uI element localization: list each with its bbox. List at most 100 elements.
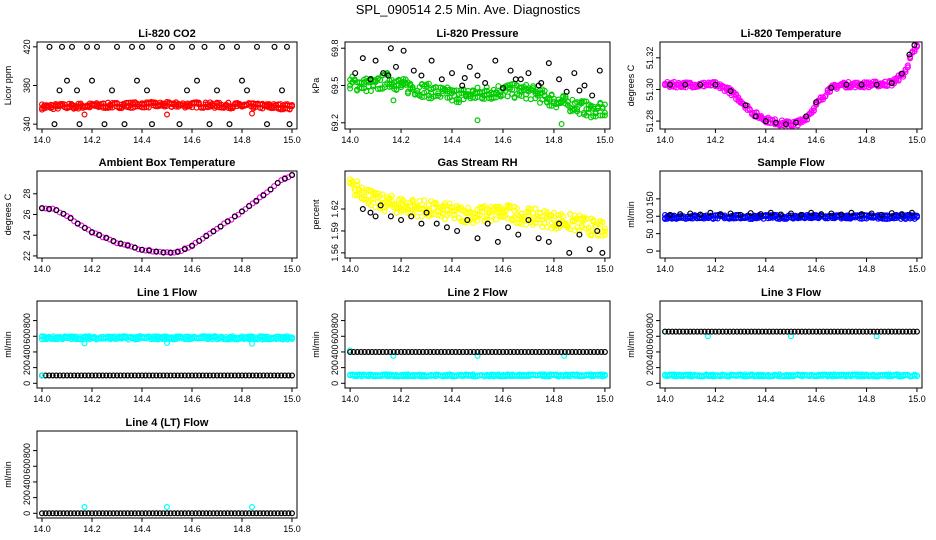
series-points bbox=[81, 504, 256, 511]
data-point bbox=[124, 372, 131, 379]
data-point bbox=[908, 209, 915, 216]
data-point bbox=[590, 217, 597, 224]
data-point bbox=[588, 232, 595, 239]
data-point bbox=[454, 227, 461, 234]
y-tick-label: 340 bbox=[22, 117, 32, 132]
data-point bbox=[543, 348, 550, 355]
x-tick-label: 14.6 bbox=[183, 135, 201, 145]
data-point bbox=[387, 348, 394, 355]
panel-title: Li-820 CO2 bbox=[138, 28, 195, 40]
data-point bbox=[181, 510, 188, 517]
data-point bbox=[433, 220, 440, 227]
data-point bbox=[289, 172, 296, 179]
series-points bbox=[46, 43, 293, 128]
outlier-point bbox=[558, 121, 565, 128]
data-point bbox=[285, 510, 292, 517]
data-point bbox=[359, 206, 366, 213]
data-point bbox=[56, 87, 63, 94]
data-point bbox=[121, 372, 128, 379]
data-point bbox=[149, 372, 156, 379]
data-point bbox=[767, 209, 774, 216]
data-point bbox=[347, 348, 354, 355]
data-point bbox=[260, 192, 267, 199]
x-tick-label: 14.6 bbox=[183, 524, 201, 534]
data-point bbox=[376, 348, 383, 355]
data-point bbox=[904, 64, 911, 71]
data-point bbox=[878, 211, 885, 218]
data-point bbox=[428, 57, 435, 64]
data-point bbox=[81, 504, 88, 511]
data-point bbox=[538, 80, 545, 87]
data-point bbox=[841, 328, 848, 335]
data-point bbox=[697, 211, 704, 218]
data-point bbox=[385, 72, 392, 79]
y-tick-label: 400 bbox=[645, 344, 655, 359]
data-point bbox=[478, 348, 485, 355]
data-point bbox=[249, 372, 256, 379]
data-point bbox=[194, 77, 201, 84]
data-point bbox=[281, 510, 288, 517]
data-point bbox=[167, 372, 174, 379]
data-point bbox=[412, 348, 419, 355]
data-point bbox=[583, 348, 590, 355]
data-point bbox=[347, 85, 354, 92]
data-point bbox=[167, 249, 174, 256]
data-point bbox=[383, 348, 390, 355]
panels: Li-820 CO2 14.0 14.2 14.4 14.6 14.8 15.0 340 380… bbox=[3, 28, 926, 534]
data-point bbox=[58, 43, 65, 50]
x-tick-label: 14.8 bbox=[858, 394, 876, 404]
data-point bbox=[361, 348, 368, 355]
data-point bbox=[598, 348, 605, 355]
outlier-point bbox=[474, 117, 481, 124]
data-point bbox=[124, 242, 131, 249]
data-point bbox=[81, 510, 88, 517]
x-tick-label: 14.2 bbox=[707, 135, 725, 145]
x-tick-label: 14.2 bbox=[83, 524, 101, 534]
plot-frame bbox=[344, 170, 611, 259]
data-point bbox=[96, 232, 103, 239]
outlier-point bbox=[81, 111, 88, 118]
data-point bbox=[203, 233, 210, 240]
data-point bbox=[564, 98, 571, 105]
data-point bbox=[726, 328, 733, 335]
data-point bbox=[267, 186, 274, 193]
data-point bbox=[242, 372, 249, 379]
data-point bbox=[271, 183, 278, 190]
data-point bbox=[156, 43, 163, 50]
data-point bbox=[581, 215, 588, 222]
plot-frame bbox=[36, 300, 298, 389]
x-tick-label: 14.8 bbox=[545, 394, 563, 404]
data-point bbox=[359, 55, 366, 62]
data-point bbox=[741, 328, 748, 335]
data-point bbox=[164, 249, 171, 256]
x-tick-label: 14.4 bbox=[133, 135, 151, 145]
data-point bbox=[354, 178, 361, 185]
data-point bbox=[171, 372, 178, 379]
series-layer bbox=[38, 171, 296, 257]
data-point bbox=[601, 371, 608, 378]
data-point bbox=[164, 372, 171, 379]
data-point bbox=[224, 372, 231, 379]
x-tick-label: 14.8 bbox=[545, 135, 563, 145]
data-point bbox=[117, 240, 124, 247]
data-point bbox=[239, 77, 246, 84]
data-point bbox=[63, 77, 70, 84]
y-tick-label: 800 bbox=[645, 313, 655, 328]
data-point bbox=[712, 328, 719, 335]
y-tick-label: 69.5 bbox=[330, 77, 340, 95]
series-layer bbox=[662, 42, 920, 129]
data-point bbox=[434, 348, 441, 355]
outlier-point bbox=[249, 340, 256, 347]
data-point bbox=[372, 348, 379, 355]
data-point bbox=[587, 348, 594, 355]
data-point bbox=[146, 510, 153, 517]
data-point bbox=[85, 510, 92, 517]
data-point bbox=[561, 352, 568, 359]
data-point bbox=[38, 205, 45, 212]
x-tick-label: 14.8 bbox=[233, 264, 251, 274]
data-point bbox=[601, 228, 608, 235]
data-point bbox=[444, 94, 451, 101]
data-point bbox=[73, 87, 80, 94]
data-point bbox=[228, 510, 235, 517]
data-point bbox=[92, 372, 99, 379]
